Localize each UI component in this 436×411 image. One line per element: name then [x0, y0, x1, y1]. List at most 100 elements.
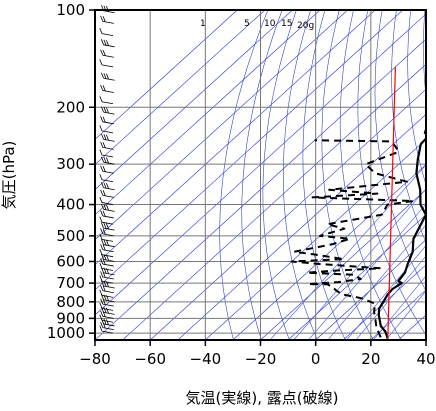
wind-barb: [99, 314, 114, 323]
wind-barb: [100, 298, 114, 307]
wind-barb: [100, 116, 114, 125]
wind-barb-staff: [101, 330, 114, 334]
wind-barb-flag: [99, 149, 103, 156]
wind-barb-staff: [102, 54, 114, 58]
wind-barb: [99, 27, 114, 36]
wind-barb-flag: [103, 39, 107, 46]
wind-barb-flag: [106, 73, 109, 80]
y-tick-label: 600: [56, 252, 85, 270]
wind-barb-flag: [102, 258, 106, 265]
wind-barb-staff: [101, 238, 114, 242]
isotherm-line: [95, 38, 426, 340]
x-tick-label: −60: [134, 350, 166, 368]
x-tick-label: 0: [311, 350, 321, 368]
wind-barb-flag: [102, 116, 106, 123]
wind-barb-flag: [100, 49, 104, 56]
wind-barb-flag: [101, 182, 104, 188]
isotherm-line: [149, 88, 426, 340]
wind-barb-staff: [102, 233, 114, 237]
mixing-ratio-line: [385, 290, 426, 340]
wind-barb-staff: [103, 138, 115, 142]
wind-barb-staff: [101, 64, 114, 68]
isotherm-line: [287, 214, 426, 340]
y-tick-label: 300: [56, 155, 85, 173]
wind-barb-flag: [100, 258, 104, 265]
wind-barb-flag: [101, 222, 104, 229]
mixing-ratio-label: 20g: [297, 21, 314, 31]
wind-barb-flag: [99, 96, 103, 102]
wind-barb: [100, 310, 114, 319]
wind-barb-flag: [103, 204, 107, 211]
isotherm-line: [177, 113, 426, 340]
wind-barb: [99, 262, 114, 271]
wind-barb-staff: [102, 276, 114, 280]
wind-barb-staff: [101, 202, 114, 205]
wind-barb-flag: [106, 107, 109, 114]
wind-barb-flag: [100, 165, 104, 172]
x-tick-label: −80: [79, 350, 111, 368]
wind-barb-staff: [102, 215, 114, 219]
isotherm-line: [260, 189, 426, 340]
wind-barb-staff: [101, 319, 114, 323]
wind-barb-staff: [102, 290, 114, 294]
wind-barb-flag: [99, 262, 103, 269]
dry-adiabat-line: [407, 10, 426, 186]
wind-barb-flag: [100, 228, 104, 235]
wind-barb-flag: [103, 318, 107, 325]
wind-barb: [101, 39, 115, 48]
isotherm-line: [95, 10, 376, 266]
wind-barb-flag: [102, 142, 106, 148]
wind-barb-flag: [106, 307, 109, 314]
wind-barb-staff: [101, 130, 114, 134]
x-tick-label: −20: [245, 350, 277, 368]
wind-barb-flag: [100, 116, 104, 122]
wind-barb-staff: [101, 280, 114, 284]
wind-barb-staff: [103, 161, 115, 165]
wind-barb-staff: [103, 44, 115, 48]
mixing-ratio-label: 1: [200, 19, 206, 29]
wind-barb-staff: [102, 263, 114, 267]
dry-adiabat-line: [262, 10, 297, 340]
chart-series: [290, 66, 426, 340]
wind-barb-flag: [102, 16, 106, 22]
wind-barb: [99, 275, 114, 284]
y-tick-label: 900: [56, 309, 85, 327]
wind-barb-staff: [103, 312, 115, 315]
wind-barb-flag: [100, 271, 104, 278]
wind-barb-flag: [99, 233, 103, 240]
mixing-ratio-label: 15: [281, 19, 292, 29]
wind-barb-staff: [102, 90, 114, 93]
wind-barb-flag: [102, 210, 106, 217]
wind-barb-staff: [103, 272, 115, 276]
wind-barb-staff: [103, 323, 115, 327]
mixing-ratio-line: [308, 203, 426, 340]
wind-barb-flag: [101, 133, 104, 140]
dewpoint-line: [290, 139, 415, 338]
wind-barb-staff: [101, 101, 114, 105]
y-tick-label: 400: [56, 196, 85, 214]
wind-barb-flag: [99, 216, 103, 223]
wind-barb-flag: [99, 325, 103, 332]
wind-barb-flag: [101, 72, 104, 79]
wind-barb: [99, 96, 114, 105]
wind-barb: [99, 196, 114, 205]
wind-barb-flag: [102, 166, 106, 172]
wind-barb: [99, 233, 114, 242]
mixing-ratio-line: [355, 255, 426, 340]
wind-barb-staff: [103, 259, 115, 262]
wind-barb-staff: [102, 303, 114, 307]
wind-barb-staff: [101, 307, 114, 311]
wind-barb-flag: [99, 289, 103, 296]
wind-barb-staff: [101, 33, 114, 36]
chart-grid: [95, 10, 426, 340]
wind-barb-flag: [99, 302, 103, 309]
wind-barb-staff: [103, 209, 115, 212]
isotherm-line: [95, 10, 404, 291]
wind-barb-flag: [99, 314, 103, 321]
wind-barb-flag: [101, 280, 104, 287]
wind-barb-flag: [100, 321, 104, 328]
wind-barb-staff: [101, 221, 114, 225]
wind-barb-staff: [103, 10, 115, 14]
wind-barb: [101, 239, 115, 248]
